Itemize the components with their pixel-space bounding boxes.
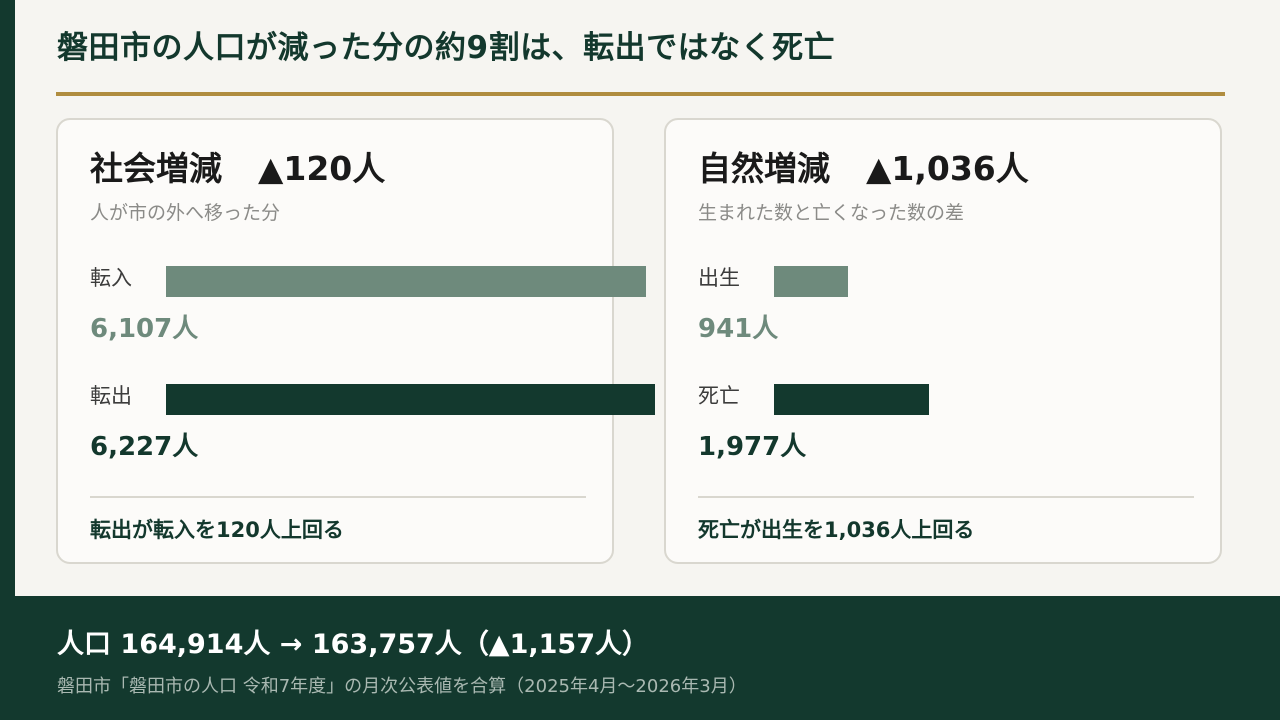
card-subtitle: 生まれた数と亡くなった数の差 [698, 202, 965, 224]
bar-moved-out [166, 384, 655, 415]
bar-deaths [774, 384, 929, 415]
population-label: 人口 [57, 629, 111, 660]
footer-banner: 人口 164,914人 → 163,757人（▲1,157人） 磐田市「磐田市の… [0, 596, 1280, 720]
title-underline [56, 92, 1225, 96]
bar-value-label: 1,977人 [698, 432, 807, 462]
card-delta: ▲1,036人 [866, 149, 1029, 188]
card-delta: ▲120人 [258, 149, 386, 188]
card-title: 社会増減 [90, 149, 222, 188]
bar-value-label: 6,107人 [90, 314, 199, 344]
card-heading: 社会増減 ▲120人 [90, 142, 385, 190]
card-divider [90, 496, 586, 498]
card-subtitle: 人が市の外へ移った分 [90, 202, 281, 224]
card-heading: 自然増減 ▲1,036人 [698, 142, 1029, 190]
bar-value-label: 6,227人 [90, 432, 199, 462]
social-change-card: 社会増減 ▲120人 人が市の外へ移った分 転入 6,107人 転出 6,227人… [56, 118, 655, 564]
page-title: 磐田市の人口が減った分の約9割は、転出ではなく死亡 [57, 30, 836, 66]
card-summary-note: 死亡が出生を1,036人上回る [698, 518, 975, 542]
card-title: 自然増減 [698, 149, 830, 188]
left-accent-stripe [0, 0, 15, 596]
bar-label: 出生 [698, 266, 740, 290]
arrow-icon: → [279, 629, 303, 660]
population-before: 164,914人 [120, 629, 271, 660]
bar-label: 死亡 [698, 384, 740, 408]
population-after: 163,757人 [311, 629, 462, 660]
bar-label: 転入 [90, 266, 132, 290]
bar-value-label: 941人 [698, 314, 779, 344]
bar-moved-in [166, 266, 646, 297]
bar-label: 転出 [90, 384, 132, 408]
source-note: 磐田市「磐田市の人口 令和7年度」の月次公表値を合算（2025年4月～2026年… [57, 676, 747, 697]
card-divider [698, 496, 1194, 498]
card-summary-note: 転出が転入を120人上回る [90, 518, 344, 542]
population-summary: 人口 164,914人 → 163,757人（▲1,157人） [57, 622, 649, 661]
bar-births [774, 266, 848, 297]
population-change: （▲1,157人） [461, 629, 649, 660]
natural-change-card: 自然増減 ▲1,036人 生まれた数と亡くなった数の差 出生 941人 死亡 1,… [664, 118, 1222, 564]
